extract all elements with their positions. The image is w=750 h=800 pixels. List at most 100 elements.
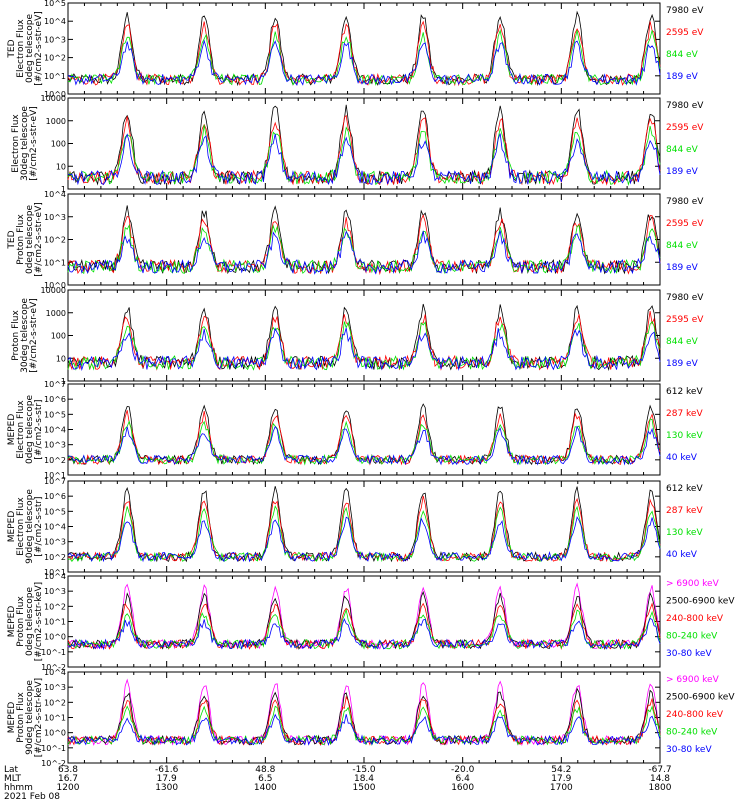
y-tick-label: 10^3 <box>44 538 66 547</box>
legend-entry: 189 eV <box>666 72 699 82</box>
y-tick-label: 10^1 <box>44 568 66 577</box>
lat-value: -61.6 <box>155 765 179 775</box>
series-line <box>67 320 661 371</box>
y-tick-label: 10^0 <box>44 729 66 738</box>
y-tick-label: 10^7 <box>44 380 66 389</box>
y-tick-label: 1000 <box>46 117 66 126</box>
y-tick-label: 100 <box>51 332 66 341</box>
legend-entry: 7980 eV <box>666 293 704 303</box>
legend-entry: 844 eV <box>666 50 699 60</box>
series-line <box>67 495 661 563</box>
y-axis-label: Electron Flux <box>16 400 26 459</box>
legend-entry: 844 eV <box>666 145 699 155</box>
y-tick-label: 10^0 <box>44 281 66 290</box>
y-tick-label: 10^3 <box>44 213 66 222</box>
mlt-value: 6.5 <box>258 774 272 784</box>
y-tick-label: 1 <box>61 185 66 194</box>
legend-entry: 2500-6900 keV <box>666 597 735 607</box>
y-tick-label: 10 <box>56 162 66 171</box>
y-axis-label: Electron Flux <box>16 19 26 78</box>
legend-entry: 287 keV <box>666 409 703 419</box>
legend-entry: 80-240 keV <box>666 632 718 642</box>
y-tick-label: 10^-2 <box>41 759 66 768</box>
series-line <box>67 214 661 276</box>
y-axis-label: MEPED <box>7 606 17 638</box>
legend-entry: 189 eV <box>666 263 699 273</box>
y-axis-label: 30deg telescope <box>20 106 30 181</box>
hhmm-value: 1800 <box>649 783 672 793</box>
y-tick-label: 10^1 <box>44 471 66 480</box>
legend-entry: 2500-6900 keV <box>666 693 735 703</box>
legend-entry: 2595 eV <box>666 315 704 325</box>
legend-entry: 7980 eV <box>666 6 704 16</box>
y-tick-label: 10^2 <box>44 54 66 63</box>
y-tick-label: 10^4 <box>44 572 66 581</box>
legend-entry: 844 eV <box>666 241 699 251</box>
y-axis-label: Proton Flux <box>16 596 26 647</box>
y-axis-label: [#/cm2-s-str-eV] <box>29 106 39 181</box>
legend-entry: 2595 eV <box>666 219 704 229</box>
plot-date: 2021 Feb 08 <box>4 792 60 800</box>
y-tick-label: 10^1 <box>44 72 66 81</box>
legend-entry: 189 eV <box>666 359 699 369</box>
y-axis-label: Electron Flux <box>16 497 26 556</box>
lat-value: 54.2 <box>551 765 571 775</box>
y-tick-label: 10^3 <box>44 441 66 450</box>
mlt-value: 18.4 <box>354 774 374 784</box>
y-axis-label: 90deg telescope <box>25 489 35 564</box>
y-axis-label: [#/cm2-s-str-eV] <box>34 11 44 86</box>
y-axis-label: 0deg telescope <box>25 14 35 84</box>
y-tick-label: 10 <box>56 354 66 363</box>
legend-entry: 612 keV <box>666 387 703 397</box>
y-axis-label: [#/cm2-s-str-eV] <box>34 202 44 277</box>
legend-entry: 7980 eV <box>666 101 704 111</box>
series-line <box>67 713 661 747</box>
y-tick-label: 10^6 <box>44 395 66 404</box>
lat-value: 48.8 <box>255 765 275 775</box>
series-line <box>67 486 661 563</box>
legend-entry: 80-240 keV <box>666 728 718 738</box>
y-tick-label: 1 <box>61 377 66 386</box>
hhmm-value: 1300 <box>155 783 178 793</box>
y-tick-label: 10^6 <box>44 492 66 501</box>
y-axis-label: MEPED <box>7 702 17 734</box>
row-label-hhmm: hhmm <box>4 783 33 793</box>
y-tick-label: 10^3 <box>44 35 66 44</box>
series-line <box>67 705 661 746</box>
mlt-value: 17.9 <box>157 774 177 784</box>
y-axis-label: Proton Flux <box>16 692 26 743</box>
legend-entry: 130 keV <box>666 528 703 538</box>
legend-entry: > 6900 keV <box>666 579 720 589</box>
y-tick-label: 10^4 <box>44 668 66 677</box>
y-tick-label: 10^4 <box>44 190 66 199</box>
hhmm-value: 1600 <box>451 783 474 793</box>
y-tick-label: 10^2 <box>44 553 66 562</box>
y-tick-label: 10^4 <box>44 426 66 435</box>
legend-entry: 844 eV <box>666 337 699 347</box>
y-axis-label: 30deg telescope <box>20 298 30 373</box>
legend-entry: 7980 eV <box>666 197 704 207</box>
y-tick-label: 10^4 <box>44 17 66 26</box>
y-tick-label: 100 <box>51 140 66 149</box>
y-tick-label: 10000 <box>41 94 66 103</box>
lat-value: -15.0 <box>352 765 376 775</box>
series-line <box>67 303 661 372</box>
y-tick-label: 10^0 <box>44 90 66 99</box>
series-line <box>67 133 661 186</box>
legend-entry: 40 keV <box>666 453 698 463</box>
series-line <box>67 695 661 746</box>
y-tick-label: 10^1 <box>44 618 66 627</box>
series-line <box>67 39 661 86</box>
y-axis-label: [#/cm2-s-str] <box>34 399 44 459</box>
series-line <box>67 124 661 186</box>
series-line <box>67 582 661 650</box>
y-tick-label: 10^1 <box>44 714 66 723</box>
mlt-value: 16.7 <box>58 774 78 784</box>
legend-entry: 130 keV <box>666 431 703 441</box>
legend-entry: 2595 eV <box>666 28 704 38</box>
y-tick-label: 10^2 <box>44 236 66 245</box>
mlt-value: 6.4 <box>456 774 471 784</box>
hhmm-value: 1200 <box>57 783 80 793</box>
